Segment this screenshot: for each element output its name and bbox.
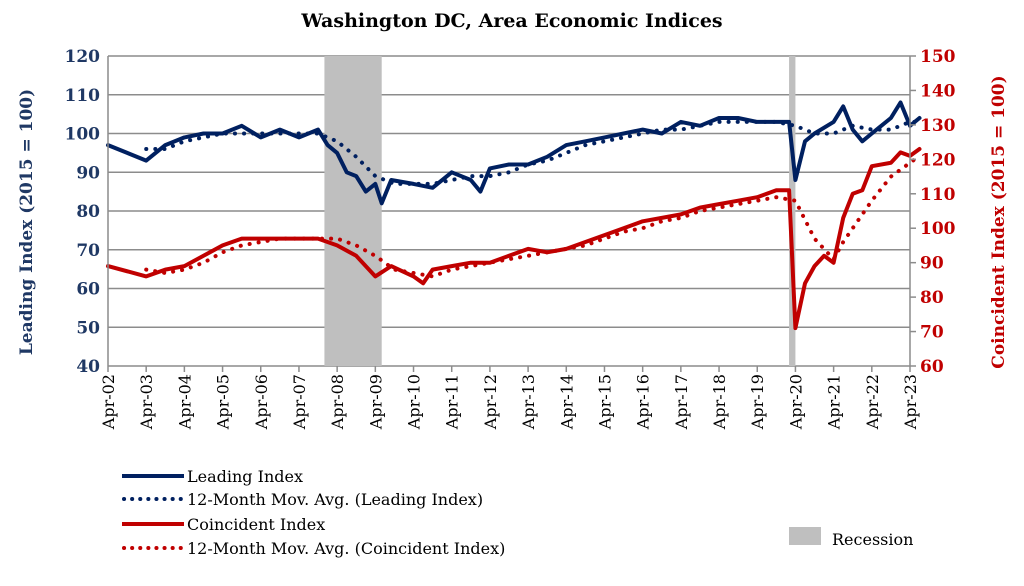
x-tick-label: Apr-19	[748, 374, 767, 430]
y-right-tick-label: 130	[920, 116, 956, 136]
y-right-tick-label: 70	[920, 323, 944, 343]
y-right-tick-label: 60	[920, 357, 944, 377]
x-tick-label: Apr-13	[519, 374, 538, 430]
legend-label-recession: Recession	[832, 530, 913, 549]
y-right-tick-label: 150	[920, 47, 956, 67]
x-tick-label: Apr-09	[366, 374, 385, 430]
x-tick-label: Apr-03	[137, 374, 156, 430]
x-tick-label: Apr-21	[825, 374, 844, 430]
x-tick-label: Apr-07	[290, 374, 309, 430]
y-right-tick-label: 90	[920, 254, 944, 274]
x-tick-label: Apr-17	[672, 374, 691, 430]
y-axis-right-label: Coincident Index (2015 = 100)	[989, 75, 1009, 368]
legend-label-leading-ma: 12-Month Mov. Avg. (Leading Index)	[187, 490, 483, 509]
x-tick-label: Apr-06	[252, 374, 271, 430]
y-right-tick-label: 100	[920, 219, 956, 239]
y-right-tick-label: 120	[920, 150, 956, 170]
y-right-tick-label: 140	[920, 81, 956, 101]
chart-title: Washington DC, Area Economic Indices	[300, 10, 722, 32]
x-tick-label: Apr-08	[328, 374, 347, 430]
y-right-tick-label: 80	[920, 288, 944, 308]
x-tick-label: Apr-02	[99, 374, 118, 430]
y-left-tick-label: 80	[76, 202, 100, 222]
y-right-tick-label: 110	[920, 185, 956, 205]
x-tick-label: Apr-10	[405, 374, 424, 430]
x-tick-label: Apr-04	[175, 374, 194, 430]
x-tick-label: Apr-05	[214, 374, 233, 430]
y-left-tick-label: 120	[65, 47, 101, 67]
x-tick-label: Apr-23	[901, 374, 920, 430]
x-tick-label: Apr-18	[710, 374, 729, 430]
y-left-tick-label: 110	[65, 86, 101, 106]
y-left-tick-label: 40	[76, 357, 100, 377]
y-left-tick-label: 70	[76, 241, 100, 261]
x-tick-label: Apr-12	[481, 374, 500, 430]
y-left-tick-label: 50	[76, 318, 100, 338]
x-tick-label: Apr-16	[634, 374, 653, 430]
legend-label-leading: Leading Index	[187, 467, 303, 486]
y-left-tick-label: 100	[65, 125, 101, 145]
y-left-tick-label: 90	[76, 163, 100, 183]
y-left-tick-label: 60	[76, 280, 100, 300]
series-line-3	[146, 156, 919, 277]
x-tick-label: Apr-15	[595, 374, 614, 430]
x-tick-label: Apr-14	[557, 374, 576, 430]
legend: Leading Index 12-Month Mov. Avg. (Leadin…	[122, 467, 913, 558]
recession-band	[324, 56, 381, 366]
x-tick-label: Apr-22	[863, 374, 882, 430]
legend-label-coincident: Coincident Index	[187, 515, 325, 534]
series-line-0	[108, 103, 920, 204]
x-tick-label: Apr-20	[786, 374, 805, 430]
legend-label-coincident-ma: 12-Month Mov. Avg. (Coincident Index)	[187, 539, 505, 558]
legend-swatch-recession	[789, 527, 821, 545]
x-tick-label: Apr-11	[443, 374, 462, 430]
y-axis-left-label: Leading Index (2015 = 100)	[17, 89, 37, 355]
